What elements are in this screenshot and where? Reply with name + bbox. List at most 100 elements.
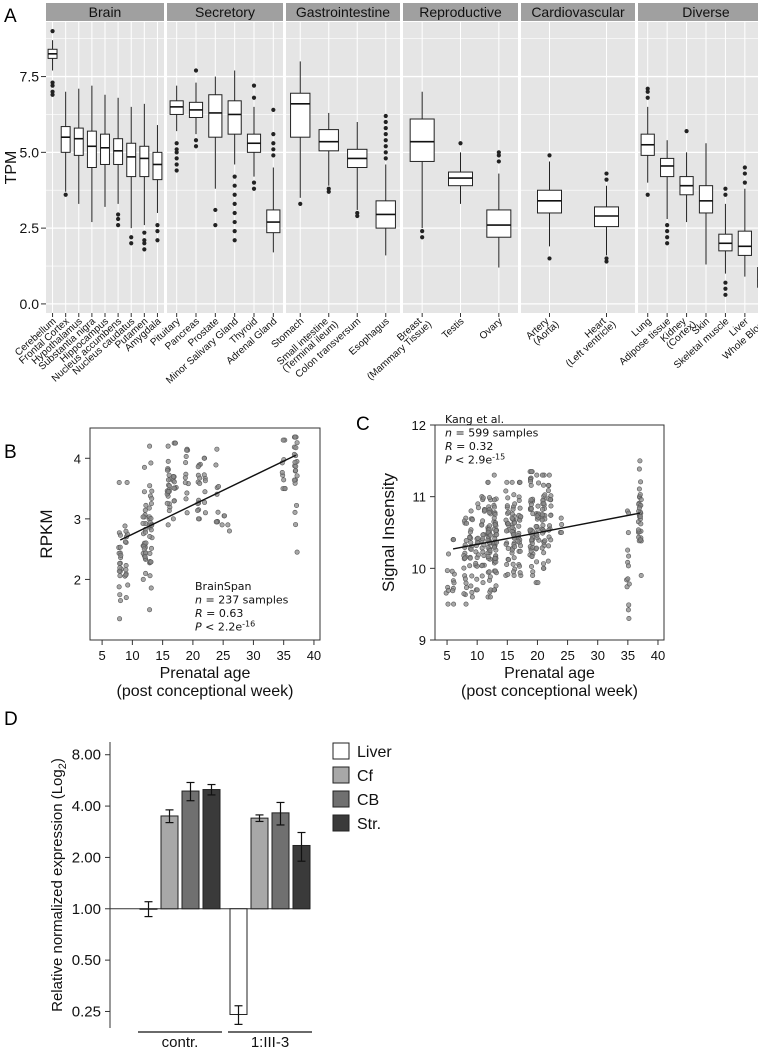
box-outlier bbox=[50, 28, 55, 34]
facet-strip-label: Cardiovascular bbox=[531, 4, 625, 20]
annotation-source: Kang et al. bbox=[445, 413, 504, 426]
box bbox=[290, 92, 311, 138]
scatter-point bbox=[505, 571, 511, 577]
bar-cb bbox=[271, 812, 290, 910]
scatter-point bbox=[479, 563, 485, 569]
scatter-point bbox=[148, 585, 154, 591]
scatter-point bbox=[125, 582, 131, 588]
bar-cb bbox=[181, 790, 200, 910]
scatter-point bbox=[626, 581, 632, 587]
scatter-point bbox=[462, 576, 468, 582]
scatter-point bbox=[480, 580, 486, 586]
box-outlier bbox=[383, 150, 388, 155]
scatter-point bbox=[142, 507, 148, 513]
scatter-point bbox=[166, 472, 172, 478]
box-outlier bbox=[193, 138, 199, 143]
scatter-y-axis-label: Signal Insensity bbox=[379, 472, 398, 592]
annotation-stat: n = 237 samples bbox=[195, 594, 289, 607]
scatter-point bbox=[529, 506, 535, 512]
scatter-point bbox=[491, 504, 497, 510]
scatter-point bbox=[123, 572, 129, 578]
scatter-point bbox=[469, 594, 475, 600]
scatter-point bbox=[491, 515, 497, 521]
scatter-point bbox=[636, 505, 642, 511]
scatter-point bbox=[468, 583, 474, 589]
scatter-point bbox=[533, 524, 539, 530]
box bbox=[660, 157, 675, 178]
scatter-point bbox=[122, 539, 128, 545]
scatter-point bbox=[117, 561, 123, 567]
scatter-x-tick-label: 15 bbox=[500, 648, 514, 663]
scatter-point bbox=[281, 477, 287, 483]
scatter-point bbox=[511, 569, 517, 575]
box-outlier bbox=[383, 119, 388, 125]
scatter-point bbox=[142, 529, 148, 535]
scatter-point bbox=[214, 446, 220, 452]
scatter-x-tick-label: 25 bbox=[560, 648, 574, 663]
scatter-point bbox=[123, 528, 129, 534]
facet-strip-label: Reproductive bbox=[419, 4, 502, 20]
scatter-point bbox=[626, 602, 632, 608]
scatter-point bbox=[480, 495, 486, 501]
legend-label: Cf bbox=[357, 768, 374, 785]
panel-label-c: C bbox=[356, 414, 370, 435]
box-outlier bbox=[665, 229, 670, 234]
box-outlier bbox=[723, 292, 728, 297]
box bbox=[73, 127, 84, 156]
facet-strip bbox=[403, 3, 518, 21]
scatter-point bbox=[487, 532, 493, 538]
scatter-x-axis-label: (post conceptional week) bbox=[461, 683, 638, 700]
scatter-point bbox=[518, 514, 524, 520]
box-outlier bbox=[50, 92, 55, 97]
scatter-point bbox=[216, 483, 222, 489]
facet-panel bbox=[167, 22, 283, 313]
scatter-point bbox=[165, 443, 171, 449]
box-outlier bbox=[684, 129, 689, 134]
scatter-point bbox=[197, 480, 203, 486]
scatter-point bbox=[638, 479, 644, 485]
scatter-point bbox=[122, 523, 128, 529]
scatter-point bbox=[546, 543, 552, 549]
panel-a-x-tick-label: Testis bbox=[440, 316, 466, 341]
box-outlier bbox=[50, 89, 55, 94]
scatter-point bbox=[294, 502, 300, 508]
scatter-point bbox=[510, 561, 516, 567]
scatter-point bbox=[511, 492, 517, 498]
scatter-point bbox=[528, 479, 534, 485]
scatter-point bbox=[171, 485, 177, 491]
scatter-point bbox=[142, 553, 148, 559]
box-outlier bbox=[742, 180, 747, 185]
scatter-point bbox=[626, 615, 632, 621]
box-outlier bbox=[645, 95, 650, 100]
scatter-point bbox=[291, 477, 297, 483]
scatter-point bbox=[509, 511, 515, 517]
scatter-point bbox=[638, 572, 644, 578]
box-outlier bbox=[496, 159, 501, 164]
facet-strip bbox=[638, 3, 758, 21]
scatter-point bbox=[503, 541, 509, 547]
box-outlier bbox=[742, 171, 747, 176]
scatter-point bbox=[533, 545, 539, 551]
box-outlier bbox=[142, 247, 147, 252]
box-outlier bbox=[213, 207, 218, 213]
scatter-point bbox=[451, 601, 457, 607]
scatter-x-axis-label: (post conceptional week) bbox=[117, 683, 294, 700]
scatter-point bbox=[147, 443, 153, 449]
scatter-y-tick-label: 11 bbox=[413, 490, 427, 505]
box-outlier bbox=[155, 229, 160, 234]
scatter-x-axis-label: Prenatal age bbox=[504, 665, 595, 682]
box bbox=[126, 142, 137, 178]
scatter-point bbox=[480, 518, 486, 524]
box-outlier bbox=[458, 141, 463, 146]
scatter-point bbox=[528, 563, 534, 569]
scatter-point bbox=[505, 495, 511, 501]
scatter-point bbox=[293, 467, 299, 473]
legend-swatch bbox=[332, 742, 350, 760]
scatter-point bbox=[165, 522, 171, 528]
box-outlier bbox=[174, 150, 179, 155]
scatter-point bbox=[166, 483, 172, 489]
box-outlier bbox=[193, 144, 199, 149]
scatter-point bbox=[545, 488, 551, 494]
scatter-point bbox=[529, 553, 535, 559]
